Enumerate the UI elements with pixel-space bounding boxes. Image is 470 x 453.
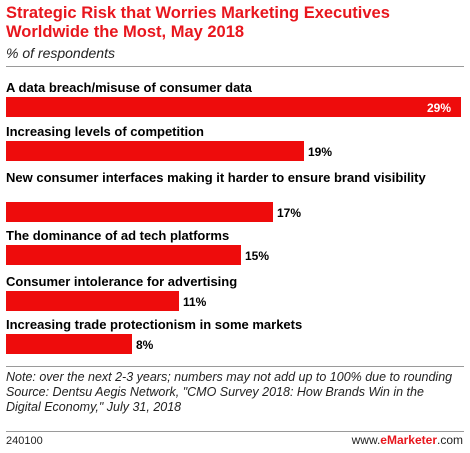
category-label: New consumer interfaces making it harder… <box>6 170 426 185</box>
bar <box>6 334 132 354</box>
brand-prefix: www. <box>351 433 381 447</box>
value-label: 8% <box>136 338 154 352</box>
note-text: Note: over the next 2-3 years; numbers m… <box>6 370 453 384</box>
bottom-divider <box>6 366 464 367</box>
brand-logo: www.eMarketer.com <box>352 433 463 447</box>
bar-chart: A data breach/misuse of consumer data 29%… <box>0 70 470 360</box>
category-label: Consumer intolerance for advertising <box>6 274 238 289</box>
bar <box>6 291 179 311</box>
chart-subtitle: % of respondents <box>6 45 115 61</box>
bar <box>6 97 461 117</box>
bar <box>6 141 304 161</box>
footer-divider <box>6 431 464 432</box>
source-text: Source: Dentsu Aegis Network, "CMO Surve… <box>6 385 424 414</box>
chart-notes: Note: over the next 2-3 years; numbers m… <box>6 370 461 415</box>
value-label: 17% <box>277 206 302 220</box>
value-label: 11% <box>183 295 207 309</box>
brand-suffix: .com <box>436 433 463 447</box>
value-label: 19% <box>308 145 333 159</box>
category-label: A data breach/misuse of consumer data <box>6 80 252 95</box>
bar <box>6 245 241 265</box>
chart-id: 240100 <box>6 435 43 447</box>
category-label: Increasing levels of competition <box>6 124 204 139</box>
value-label: 15% <box>245 249 270 263</box>
category-label: Increasing trade protectionism in some m… <box>6 317 303 332</box>
top-divider <box>6 66 464 67</box>
category-label: The dominance of ad tech platforms <box>6 228 230 243</box>
value-label: 29% <box>427 101 452 115</box>
brand-name: eMarketer <box>380 433 437 447</box>
chart-title: Strategic Risk that Worries Marketing Ex… <box>6 4 390 41</box>
bar <box>6 202 273 222</box>
